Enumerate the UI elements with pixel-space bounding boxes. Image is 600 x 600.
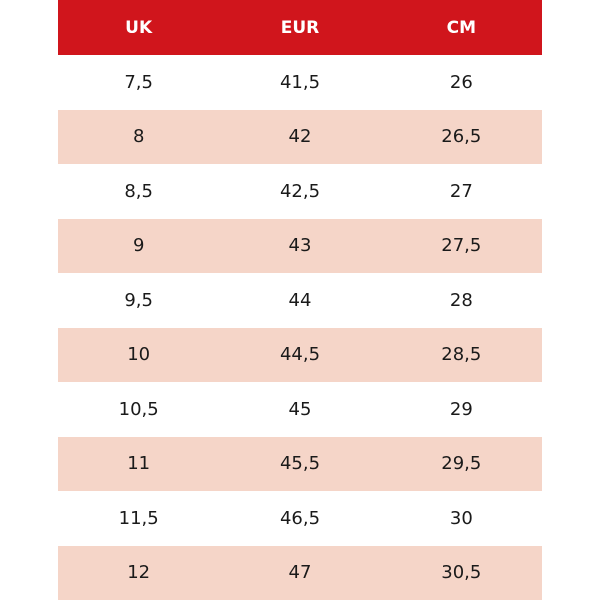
- table-cell: 47: [219, 545, 381, 600]
- table-row: 9,5 44 28: [58, 273, 542, 328]
- table-row: 9 43 27,5: [58, 218, 542, 273]
- header-row: UK EUR CM: [58, 0, 542, 55]
- table-cell: 29,5: [380, 436, 542, 491]
- table-cell: 30,5: [380, 545, 542, 600]
- table-row: 11,5 46,5 30: [58, 491, 542, 546]
- header-cell: UK: [58, 0, 220, 55]
- table-cell: 44: [288, 289, 312, 311]
- header-cell: CM: [380, 0, 542, 55]
- table-cell: 41,5: [279, 71, 321, 93]
- table-cell: 12: [58, 545, 220, 600]
- table-cell: 42: [219, 109, 381, 164]
- table-cell: 28,5: [380, 327, 542, 382]
- table-cell: 28: [449, 289, 473, 311]
- table-cell: 42,5: [279, 180, 321, 202]
- table-row: 10,5 45 29: [58, 382, 542, 437]
- table-header: UK EUR CM: [58, 0, 542, 55]
- table-cell: 11: [58, 436, 220, 491]
- table-cell: 27: [449, 180, 473, 202]
- table-cell: 44,5: [219, 327, 381, 382]
- table-cell: 8,5: [124, 180, 153, 202]
- table-body: 7,5 41,5 26 8 42 26,5 8,5 42,5 27 9 43 27,5 9,5 44 28 1…: [58, 55, 542, 600]
- table-cell: 26: [449, 71, 473, 93]
- table-row: 12 47 30,5: [58, 545, 542, 600]
- table-cell: 26,5: [380, 109, 542, 164]
- table-cell: 46,5: [279, 507, 321, 529]
- header-cell: EUR: [219, 0, 381, 55]
- table-row: 8 42 26,5: [58, 109, 542, 164]
- table-cell: 11,5: [118, 507, 159, 529]
- table-cell: 7,5: [124, 71, 153, 93]
- table-cell: 45: [288, 398, 312, 420]
- table-row: 11 45,5 29,5: [58, 436, 542, 491]
- table-cell: 9,5: [124, 289, 153, 311]
- table-row: 10 44,5 28,5: [58, 327, 542, 382]
- table-cell: 27,5: [380, 218, 542, 273]
- table-cell: 45,5: [219, 436, 381, 491]
- table-cell: 29: [449, 398, 473, 420]
- table-cell: 9: [58, 218, 220, 273]
- table-cell: 10,5: [118, 398, 159, 420]
- table-cell: 30: [449, 507, 473, 529]
- size-table-container: UK EUR CM 7,5 41,5 26 8 42 26,5 8,5 42,5 27 9 43 27,5…: [58, 0, 542, 600]
- table-row: 7,5 41,5 26: [58, 55, 542, 110]
- table-row: 8,5 42,5 27: [58, 164, 542, 219]
- table-cell: 8: [58, 109, 220, 164]
- size-table: UK EUR CM 7,5 41,5 26 8 42 26,5 8,5 42,5 27 9 43 27,5…: [58, 0, 542, 600]
- table-cell: 10: [58, 327, 220, 382]
- table-cell: 43: [219, 218, 381, 273]
